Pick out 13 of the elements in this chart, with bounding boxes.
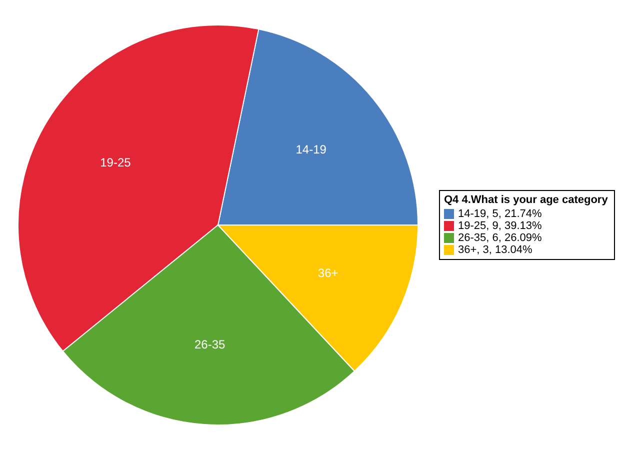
slice-label: 26-35: [194, 338, 226, 352]
data-label: , 3, 13.04%: [476, 244, 532, 256]
data-label: , 9, 39.13%: [486, 220, 542, 232]
legend-label: 26-35: [458, 232, 486, 244]
legend-label: 14-19: [458, 208, 486, 220]
data-label: , 6, 26.09%: [486, 232, 542, 244]
legend-label: 19-25: [458, 220, 486, 232]
slice-label: 14-19: [296, 142, 327, 156]
slice-label: 36+: [318, 266, 338, 280]
data-label: , 5, 21.74%: [486, 208, 542, 220]
slice-label: 19-25: [100, 156, 132, 170]
legend-label: 36+: [458, 244, 477, 256]
legend-title: Q4 4.What is your age category: [444, 194, 609, 206]
